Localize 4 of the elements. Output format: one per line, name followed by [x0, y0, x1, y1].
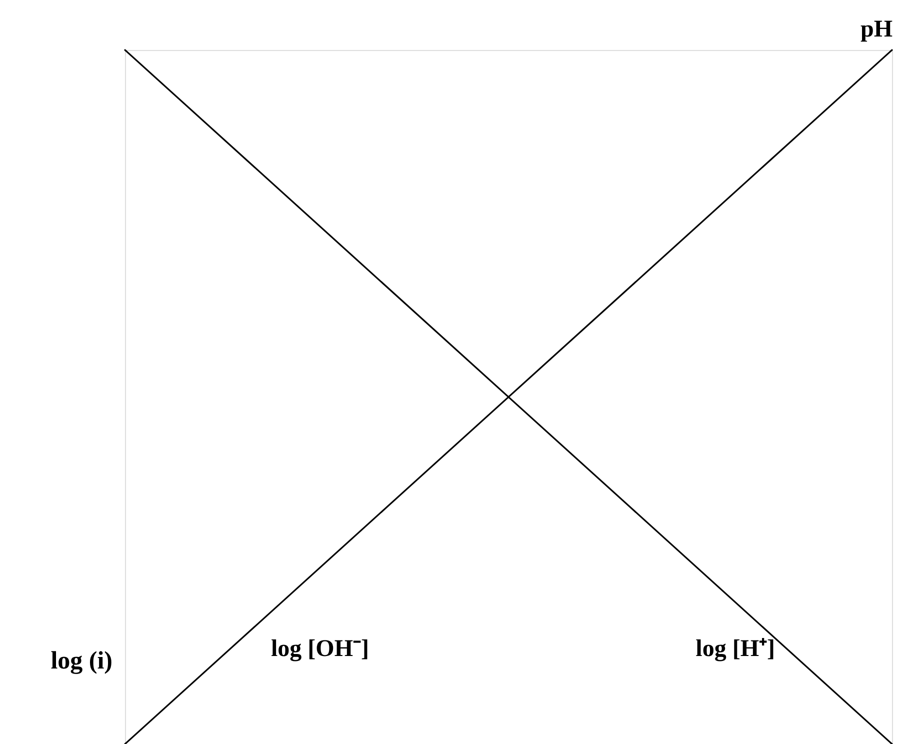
series-label: log [OH⁻]	[271, 636, 369, 662]
y-axis-title: log (i)	[50, 648, 112, 674]
series-label: log [H⁺]	[696, 636, 775, 662]
x-axis-title: pH	[860, 16, 893, 42]
